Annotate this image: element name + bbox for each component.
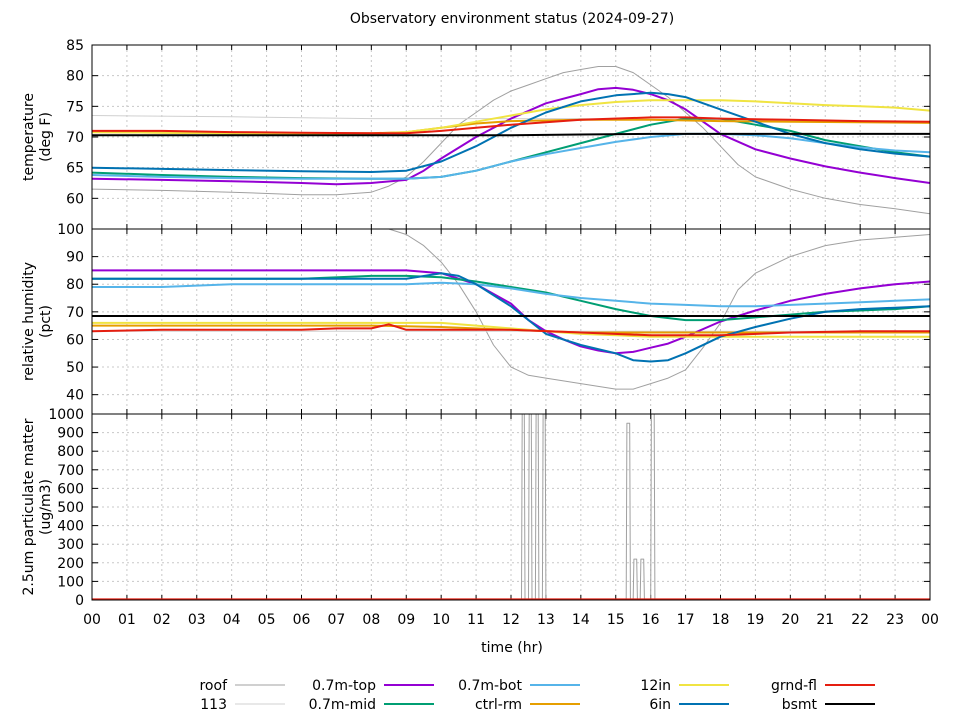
series-bsmt: [92, 132, 930, 137]
series-group: [92, 66, 930, 215]
legend-label: 12in: [640, 678, 671, 694]
series-roof: [92, 66, 930, 215]
x-tick-label: 07: [328, 612, 346, 628]
legend-label: 0.7m-mid: [309, 697, 376, 713]
y-tick-label: 500: [57, 500, 84, 516]
x-tick-label: 09: [397, 612, 415, 628]
y-tick-label: 60: [66, 191, 84, 207]
legend-label: ctrl-rm: [475, 697, 522, 713]
y-tick-label: 60: [66, 332, 84, 348]
x-tick-labels: 00 01 02 03 04 05 06 07 08 09 10 11 12 13 14 15 16 17 18 19…: [83, 612, 939, 628]
y-tick-label: 1000: [48, 407, 84, 423]
y-axis-label: temperature: [21, 93, 37, 181]
legend-label: 0.7m-top: [312, 678, 376, 694]
y-tick-label: 400: [57, 519, 84, 535]
y-tick-label: 50: [66, 360, 84, 376]
x-tick-label: 15: [607, 612, 625, 628]
x-tick-label: 10: [432, 612, 450, 628]
y-tick-label: 700: [57, 463, 84, 479]
y-tick-label: 70: [66, 305, 84, 321]
panel-2: 40 50 60 70 80 90 100 relative humidity (pct): [21, 222, 931, 415]
x-tick-label: 12: [502, 612, 520, 628]
x-tick-label: 00: [921, 612, 939, 628]
legend-label: grnd-fl: [771, 678, 817, 694]
x-tick-label: 22: [851, 612, 869, 628]
y-tick-label: 100: [57, 222, 84, 238]
legend: roof 113 0.7m-top 0.7m-mid 0.7m-bot ctrl-rm 12…: [199, 678, 875, 713]
series-6in: [92, 272, 930, 363]
chart-title: Observatory environment status (2024-09-…: [350, 11, 674, 27]
series-roof: [388, 229, 930, 390]
y-tick-label: 600: [57, 481, 84, 497]
series-0.7m-bot: [92, 281, 930, 308]
series-group: [92, 414, 930, 600]
x-tick-label: 23: [886, 612, 904, 628]
x-tick-label: 01: [118, 612, 136, 628]
x-axis-label: time (hr): [481, 640, 543, 656]
y-tick-label: 80: [66, 277, 84, 293]
y-tick-label: 0: [75, 593, 84, 609]
y-tick-label: 900: [57, 426, 84, 442]
x-tick-label: 14: [572, 612, 590, 628]
y-tick-label: 75: [66, 99, 84, 115]
series-grnd-fl: [92, 323, 930, 337]
x-tick-label: 02: [153, 612, 171, 628]
y-tick-label: 800: [57, 444, 84, 460]
x-tick-label: 18: [712, 612, 730, 628]
legend-label: roof: [199, 678, 228, 694]
x-tick-label: 06: [293, 612, 311, 628]
plot-frame: [91, 413, 931, 601]
x-tick-label: 19: [747, 612, 765, 628]
panels: 60 65 70 75 80 85 temperature (deg F) 40 50 60 70 80…: [21, 38, 939, 628]
y-axis-label: 2.5um particulate matter: [21, 418, 37, 595]
x-tick-label: 17: [677, 612, 695, 628]
x-tick-label: 21: [816, 612, 834, 628]
x-tick-label: 00: [83, 612, 101, 628]
x-tick-label: 11: [467, 612, 485, 628]
panel-1: 60 65 70 75 80 85 temperature (deg F): [21, 38, 931, 230]
y-tick-label: 100: [57, 574, 84, 590]
y-tick-label: 70: [66, 130, 84, 146]
x-tick-label: 20: [781, 612, 799, 628]
x-tick-label: 03: [188, 612, 206, 628]
x-tick-label: 04: [223, 612, 241, 628]
y-tick-label: 85: [66, 38, 84, 54]
legend-label: 113: [200, 697, 227, 713]
series-0.7m-top: [92, 86, 930, 186]
y-tick-label: 80: [66, 69, 84, 85]
x-tick-label: 13: [537, 612, 555, 628]
x-tick-label: 08: [362, 612, 380, 628]
legend-label: 6in: [649, 697, 671, 713]
y-tick-label: 200: [57, 556, 84, 572]
series-12in: [92, 321, 930, 338]
series-0.7m-bot: [92, 132, 930, 180]
y-axis-unit: (pct): [38, 305, 54, 338]
legend-label: bsmt: [782, 697, 818, 713]
series-6in: [92, 91, 930, 173]
legend-label: 0.7m-bot: [458, 678, 522, 694]
x-tick-label: 16: [642, 612, 660, 628]
series-grnd-fl: [92, 116, 930, 135]
y-axis-unit: (ug/m3): [38, 479, 54, 535]
y-tick-label: 40: [66, 388, 84, 404]
panel-3: 0 100 200 300 400 500 600 700 800 900 1000 2.5um pa…: [21, 407, 931, 609]
y-tick-label: 300: [57, 537, 84, 553]
series-0.7m-top: [92, 269, 930, 355]
y-axis-label: relative humidity: [21, 262, 37, 381]
series-group: [92, 229, 930, 390]
y-tick-label: 65: [66, 161, 84, 177]
y-axis-unit: (deg F): [38, 112, 54, 162]
y-tick-label: 90: [66, 250, 84, 266]
x-tick-label: 05: [258, 612, 276, 628]
